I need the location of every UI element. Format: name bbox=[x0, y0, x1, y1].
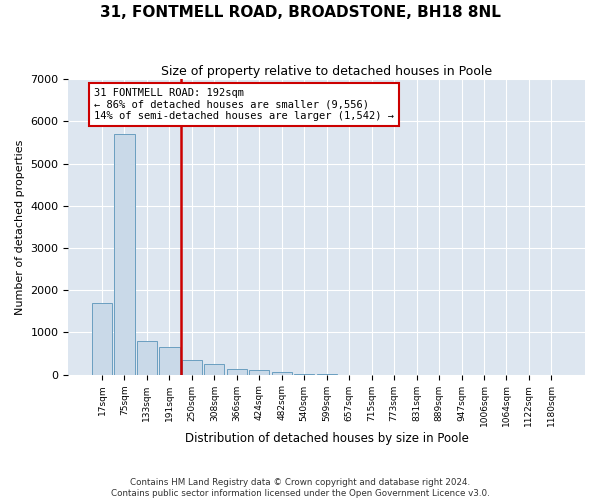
Y-axis label: Number of detached properties: Number of detached properties bbox=[15, 139, 25, 314]
Title: Size of property relative to detached houses in Poole: Size of property relative to detached ho… bbox=[161, 65, 492, 78]
Text: Contains HM Land Registry data © Crown copyright and database right 2024.
Contai: Contains HM Land Registry data © Crown c… bbox=[110, 478, 490, 498]
Bar bbox=[227, 369, 247, 374]
Bar bbox=[159, 347, 179, 374]
Bar bbox=[249, 370, 269, 374]
Bar bbox=[182, 360, 202, 374]
Bar bbox=[92, 303, 112, 374]
X-axis label: Distribution of detached houses by size in Poole: Distribution of detached houses by size … bbox=[185, 432, 469, 445]
Bar bbox=[137, 341, 157, 374]
Bar bbox=[115, 134, 134, 374]
Bar bbox=[272, 372, 292, 374]
Text: 31 FONTMELL ROAD: 192sqm
← 86% of detached houses are smaller (9,556)
14% of sem: 31 FONTMELL ROAD: 192sqm ← 86% of detach… bbox=[94, 88, 394, 121]
Text: 31, FONTMELL ROAD, BROADSTONE, BH18 8NL: 31, FONTMELL ROAD, BROADSTONE, BH18 8NL bbox=[100, 5, 500, 20]
Bar bbox=[204, 364, 224, 374]
